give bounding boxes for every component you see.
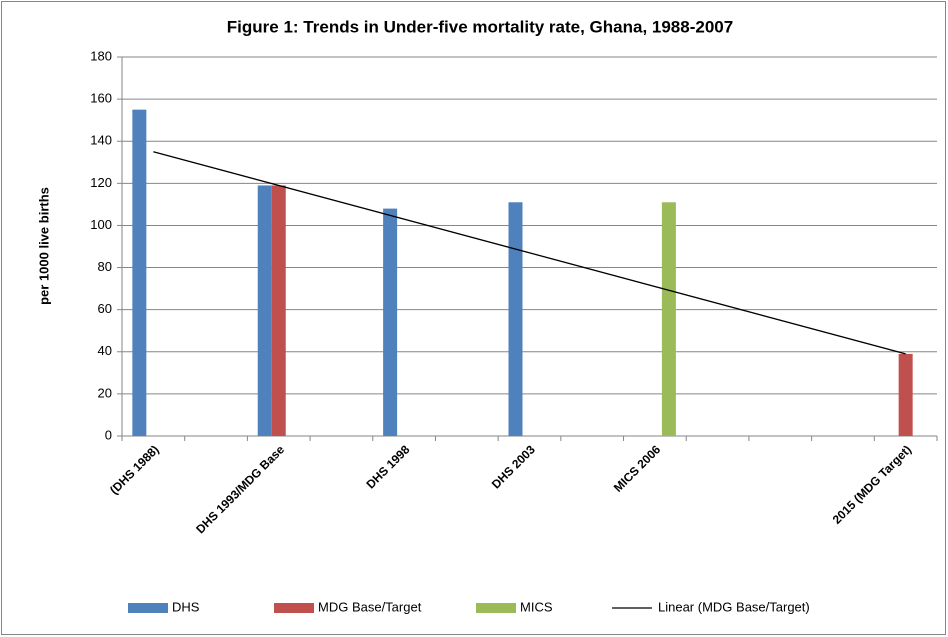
bar	[257, 185, 272, 436]
bar	[383, 208, 398, 436]
y-axis-label: per 1000 live births	[36, 187, 51, 305]
y-tick-label: 100	[90, 217, 112, 232]
bar	[898, 353, 913, 436]
chart-title: Figure 1: Trends in Under-five mortality…	[227, 17, 733, 36]
y-tick-label: 40	[98, 343, 112, 358]
y-tick-label: 120	[90, 175, 112, 190]
trendline	[153, 151, 906, 355]
bar	[271, 185, 286, 436]
legend-swatch	[274, 603, 314, 613]
y-tick-label: 0	[105, 427, 112, 442]
legend-swatch	[476, 603, 516, 613]
y-tick-label: 80	[98, 259, 112, 274]
y-tick-label: 180	[90, 48, 112, 63]
legend-swatch	[128, 603, 168, 613]
y-tick-label: 140	[90, 133, 112, 148]
legend-label: MICS	[520, 599, 553, 614]
bar	[508, 202, 523, 436]
legend-label: MDG Base/Target	[318, 599, 422, 614]
legend-label: Linear (MDG Base/Target)	[658, 599, 810, 614]
y-tick-label: 160	[90, 91, 112, 106]
legend-label: DHS	[172, 599, 200, 614]
y-tick-label: 20	[98, 385, 112, 400]
bar	[132, 109, 147, 436]
y-tick-label: 60	[98, 301, 112, 316]
bar	[661, 202, 676, 436]
